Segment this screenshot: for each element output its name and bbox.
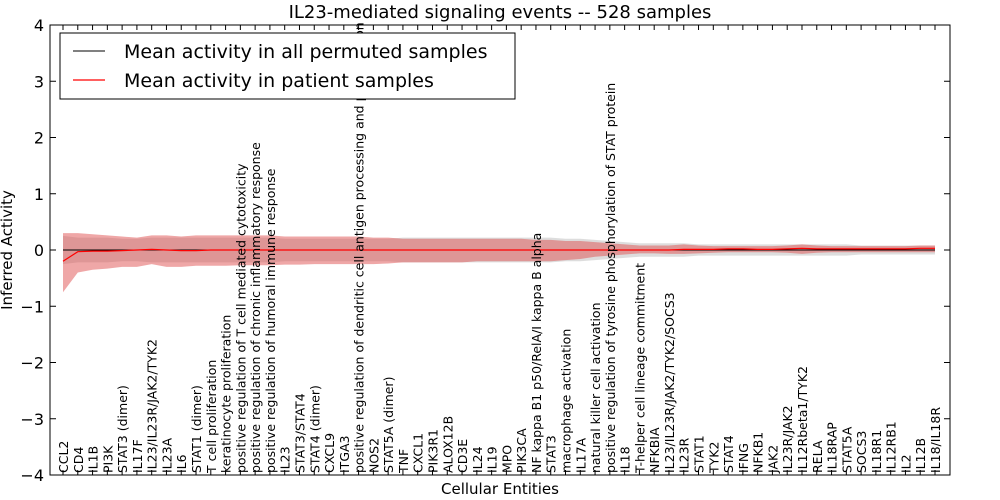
y-tick-label: 1 xyxy=(34,185,44,204)
legend-box xyxy=(59,32,516,100)
x-tick-label: IL18R1 xyxy=(869,430,884,473)
legend-label-permuted: Mean activity in all permuted samples xyxy=(124,41,487,63)
x-tick-label: ITGA3 xyxy=(337,435,352,473)
patient-band-group xyxy=(63,233,935,293)
x-tick-label: positive regulation of T cell mediated c… xyxy=(233,163,248,473)
y-tick-label: 4 xyxy=(34,16,44,35)
x-tick-label: macrophage activation xyxy=(559,329,574,473)
x-tick-label: IL23R xyxy=(677,437,692,473)
patient-samples-band xyxy=(63,233,935,293)
x-tick-label: STAT3/STAT4 xyxy=(292,393,307,473)
x-tick-label: NFKBIA xyxy=(647,427,662,473)
x-tick-label: STAT5A xyxy=(839,426,854,473)
patient-mean-line xyxy=(62,247,935,262)
x-tick-label: IL12RB1 xyxy=(884,421,899,473)
legend: Mean activity in all permuted samples Me… xyxy=(59,32,516,100)
x-tick-label: STAT4 xyxy=(721,435,736,473)
x-tick-label: IL23A xyxy=(159,437,174,473)
x-tick-label: IL1B xyxy=(86,446,101,473)
x-tick-label: CD3E xyxy=(455,439,470,473)
x-tick-label: natural killer cell activation xyxy=(588,302,603,473)
x-tick-label: PI3K xyxy=(100,445,115,473)
x-tick-label: PIK3R1 xyxy=(425,429,440,473)
x-tick-label: SOCS3 xyxy=(854,431,869,473)
x-tick-label: STAT3 (dimer) xyxy=(115,385,130,473)
x-tick-label: STAT1 (dimer) xyxy=(189,385,204,473)
x-tick-label: IL6 xyxy=(174,454,189,473)
x-tick-label: NF kappa B1 p50/RelA/I kappa B alpha xyxy=(529,233,544,473)
x-tick-label: ALOX12B xyxy=(440,416,455,473)
x-tick-label: IFNG xyxy=(736,443,751,473)
x-tick-label: IL23/IL23R/JAK2/TYK2/SOCS3 xyxy=(662,292,677,473)
x-axis-label: Cellular Entities xyxy=(441,480,559,498)
y-tick-label: 0 xyxy=(34,241,44,260)
y-tick-label: −2 xyxy=(20,354,44,373)
x-tick-label: IL23/IL23R/JAK2/TYK2 xyxy=(145,339,160,473)
x-tick-label: CCL2 xyxy=(56,441,71,473)
x-tick-label: keratinocyte proliferation xyxy=(219,315,234,473)
x-tick-label: IL2 xyxy=(898,454,913,473)
x-tick-label: IL18RAP xyxy=(825,422,840,473)
x-tick-label: T cell proliferation xyxy=(204,360,219,474)
y-axis-label: Inferred Activity xyxy=(0,190,16,310)
x-tick-label: NOS2 xyxy=(366,438,381,473)
legend-label-patient: Mean activity in patient samples xyxy=(124,70,434,92)
chart-title: IL23-mediated signaling events -- 528 sa… xyxy=(289,2,712,23)
x-tick-label: positive regulation of humoral immune re… xyxy=(263,168,278,473)
x-tick-label: IL12B xyxy=(913,438,928,473)
y-tick-label: −1 xyxy=(20,297,44,316)
x-tick-label: JAK2 xyxy=(765,445,780,474)
x-tick-label: STAT5A (dimer) xyxy=(381,377,396,473)
x-tick-label: RELA xyxy=(810,440,825,473)
x-tick-label: IL18/IL18R xyxy=(928,407,943,473)
y-axis-ticks: −4 −3 −2 −1 0 1 2 3 4 xyxy=(20,16,950,485)
x-tick-label: T-helper cell lineage commitment xyxy=(632,263,647,474)
x-tick-label: IL17F xyxy=(130,439,145,473)
x-tick-label: NFKB1 xyxy=(751,432,766,473)
x-tick-label: STAT1 xyxy=(692,435,707,473)
x-tick-label: MPO xyxy=(499,445,514,473)
x-tick-label: IL23 xyxy=(278,446,293,473)
x-tick-label: IL24 xyxy=(470,446,485,473)
x-tick-label: TYK2 xyxy=(706,442,721,474)
x-tick-label: IL23R/JAK2 xyxy=(780,405,795,473)
x-tick-label: IL19 xyxy=(485,446,500,473)
x-tick-label: IL18 xyxy=(618,446,633,473)
x-tick-label: TNF xyxy=(396,449,411,474)
x-tick-label: STAT4 (dimer) xyxy=(307,385,322,473)
x-tick-label: IL17A xyxy=(573,437,588,473)
y-tick-label: −3 xyxy=(20,410,44,429)
x-axis-ticks: CCL2 CD4 IL1B PI3K STAT3 (dimer) IL17F IL23/IL… xyxy=(56,22,943,475)
x-tick-label: PIK3CA xyxy=(514,428,529,473)
y-tick-label: 2 xyxy=(34,129,44,148)
y-tick-label: 3 xyxy=(34,72,44,91)
x-tick-label: CXCL9 xyxy=(322,433,337,473)
x-tick-label: STAT3 xyxy=(544,435,559,473)
x-tick-label: CXCL1 xyxy=(411,433,426,473)
x-tick-label: positive regulation of dendritic cell an… xyxy=(352,22,367,473)
x-tick-label: positive regulation of chronic inflammat… xyxy=(248,142,263,473)
x-tick-label: IL12Rbeta1/TYK2 xyxy=(795,366,810,473)
x-tick-label: CD4 xyxy=(71,447,86,473)
y-tick-label: −4 xyxy=(20,466,44,485)
x-tick-label: positive regulation of tyrosine phosphor… xyxy=(603,83,618,473)
